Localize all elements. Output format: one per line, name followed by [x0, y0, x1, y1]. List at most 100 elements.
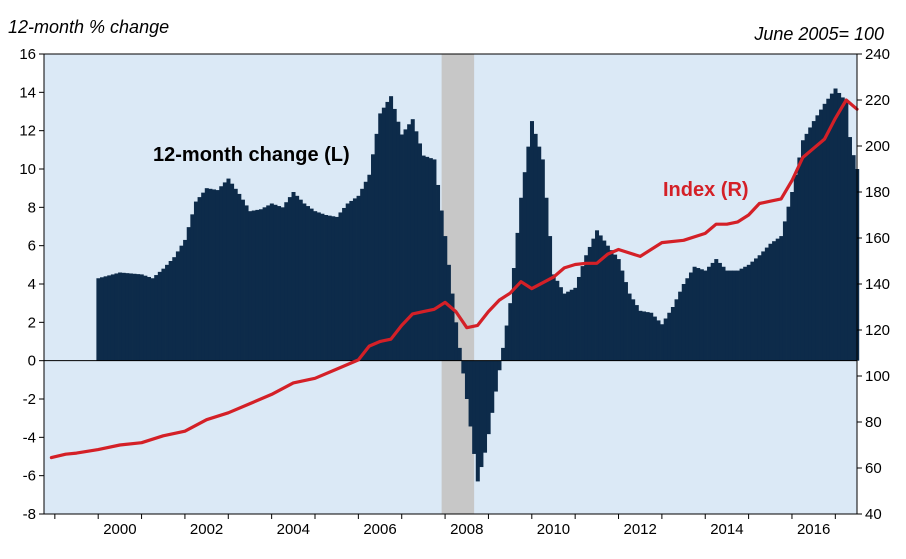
bar: [511, 268, 516, 361]
bar: [851, 155, 856, 361]
bar: [551, 274, 556, 361]
bar: [287, 197, 292, 361]
bar: [725, 270, 730, 361]
bar: [313, 211, 318, 361]
bar: [367, 174, 372, 361]
bar: [295, 195, 300, 361]
bar: [840, 97, 845, 361]
bar: [652, 316, 657, 361]
bar: [226, 178, 231, 361]
bar: [175, 251, 180, 361]
bar: [143, 275, 148, 361]
x-axis-tick-label: 2014: [710, 521, 743, 538]
bar: [562, 293, 567, 361]
bar: [645, 312, 650, 361]
bar: [808, 127, 813, 361]
bar: [735, 270, 740, 361]
bar: [331, 216, 336, 361]
bar: [529, 121, 534, 361]
bar: [602, 240, 607, 361]
bar: [558, 287, 563, 361]
bar: [721, 266, 726, 361]
bar: [772, 241, 777, 361]
bar: [399, 134, 404, 361]
bar: [580, 266, 585, 361]
bar: [584, 255, 589, 361]
bar: [754, 258, 759, 361]
bar: [114, 273, 119, 361]
bar: [334, 216, 339, 361]
bar: [844, 101, 849, 361]
bar: [277, 206, 282, 361]
bar: [696, 268, 701, 361]
bar: [573, 287, 578, 361]
bar: [468, 360, 473, 427]
bar: [356, 195, 361, 361]
bar: [338, 212, 343, 361]
bar: [219, 186, 224, 361]
bar: [237, 193, 242, 361]
bar: [797, 157, 802, 361]
x-axis-tick-label: 2008: [450, 521, 483, 538]
bar: [154, 275, 159, 361]
bar: [118, 272, 123, 361]
bar: [699, 269, 704, 361]
bar: [793, 174, 798, 361]
bar: [490, 360, 495, 413]
right-axis-tick-label: 80: [865, 414, 882, 431]
bar: [262, 207, 267, 361]
bar: [779, 236, 784, 361]
bar: [103, 276, 108, 361]
bar: [486, 360, 491, 435]
bar: [183, 239, 188, 361]
bar: [425, 156, 430, 361]
bar: [483, 360, 488, 453]
left-axis-tick-label: 0: [28, 353, 36, 370]
bar: [674, 299, 679, 361]
bar: [642, 311, 647, 361]
bar: [421, 155, 426, 361]
x-axis-tick-label: 2002: [190, 521, 223, 538]
bar: [302, 203, 307, 361]
left-axis-tick-label: 2: [28, 314, 36, 331]
x-axis-tick-label: 2010: [537, 521, 570, 538]
right-axis-tick-label: 180: [865, 184, 890, 201]
bar: [327, 215, 332, 361]
bar: [161, 268, 166, 361]
bar: [457, 347, 462, 361]
bar: [804, 133, 809, 361]
bar: [609, 250, 614, 361]
right-axis-unit-label: June 2005= 100: [754, 24, 884, 44]
bar: [631, 299, 636, 361]
bar: [548, 236, 553, 361]
right-axis: 40 60 80 100 120 140 160 180 200 220 240: [857, 46, 890, 523]
bar: [450, 293, 455, 361]
bar: [432, 159, 437, 361]
bar: [168, 261, 173, 361]
left-axis-tick-label: 6: [28, 238, 36, 255]
bar: [378, 113, 383, 361]
bar: [775, 238, 780, 361]
bar: [746, 264, 751, 361]
bar: [309, 208, 314, 361]
bar: [595, 230, 600, 361]
bar: [761, 251, 766, 361]
bar: [627, 293, 632, 361]
bar: [728, 270, 733, 361]
bar: [757, 255, 762, 361]
bar: [389, 96, 394, 361]
bar: [454, 322, 459, 361]
right-axis-tick-label: 100: [865, 368, 890, 385]
bar: [493, 360, 498, 392]
series-annotation-right: Index (R): [663, 179, 749, 201]
bar: [186, 227, 191, 361]
bar: [497, 360, 502, 371]
bar: [732, 270, 737, 361]
bar: [826, 98, 831, 361]
bar: [829, 93, 834, 361]
bar: [284, 202, 289, 361]
bar: [833, 88, 838, 361]
bar: [255, 209, 260, 361]
bar: [815, 115, 820, 361]
bar: [360, 188, 365, 361]
